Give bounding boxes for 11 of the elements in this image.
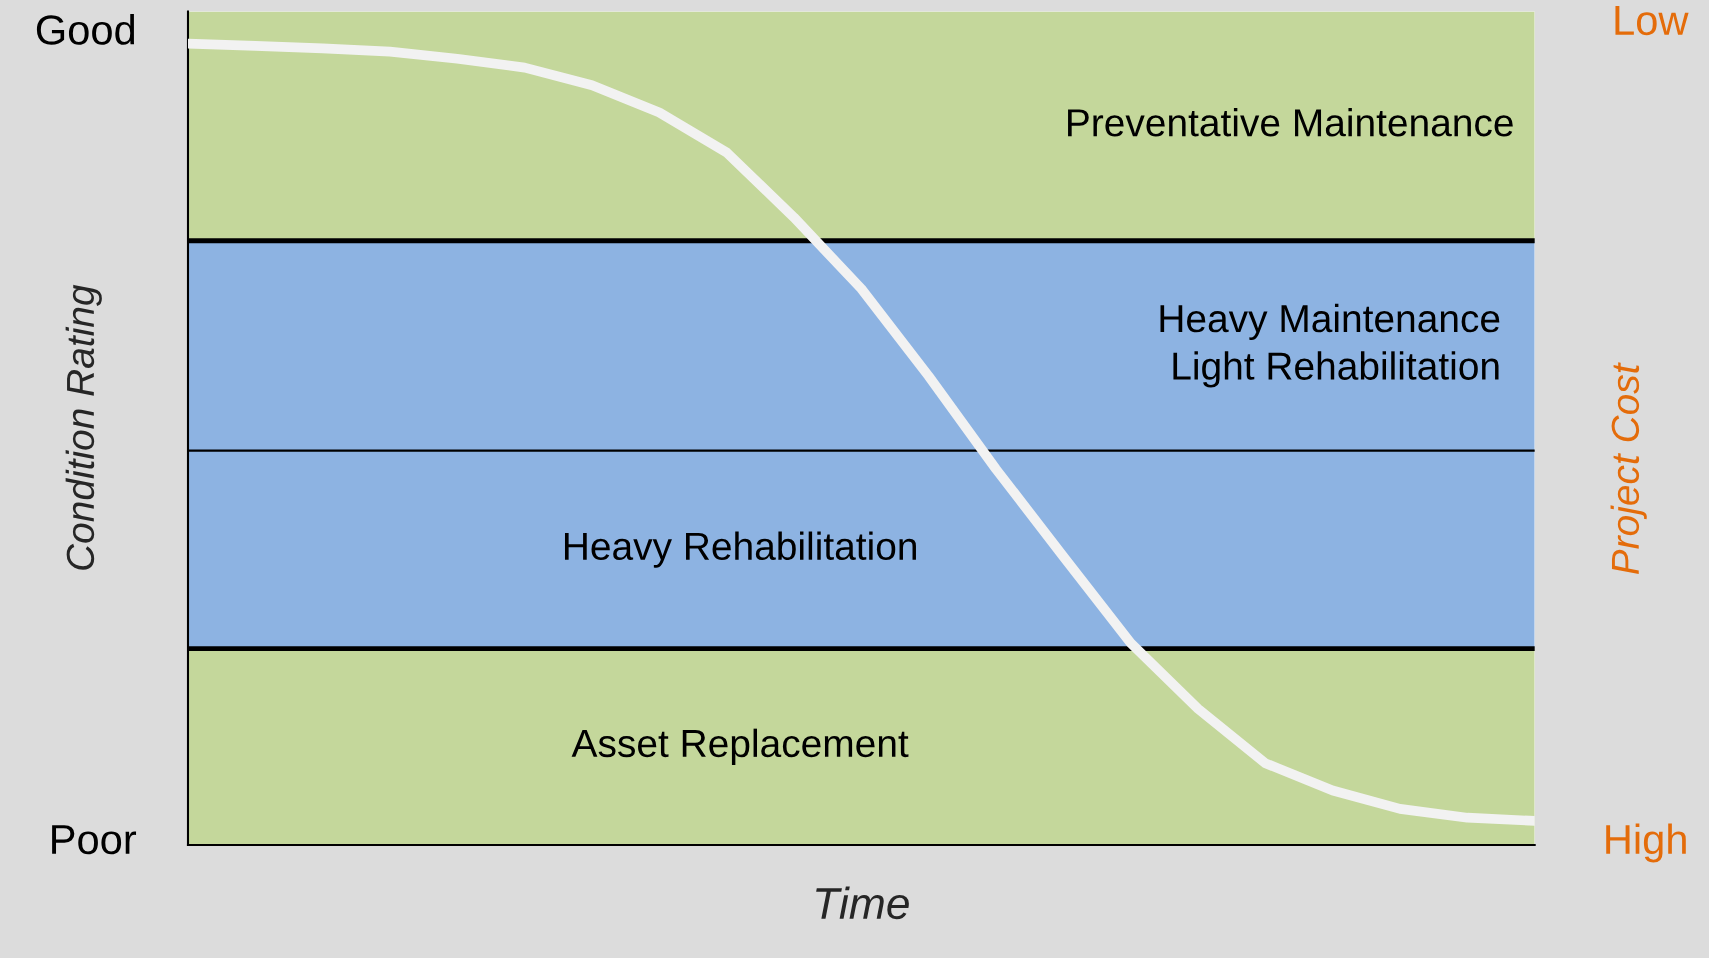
text: Poor <box>52 825 137 855</box>
x-axis-title: Time <box>816 886 909 920</box>
text: Good <box>36 14 135 45</box>
band-label: Heavy Rehabilitation <box>564 531 916 568</box>
text: High <box>1606 823 1686 863</box>
band-label: Preventative Maintenance <box>1068 107 1513 137</box>
y-axis-title: Condition Rating <box>65 284 102 570</box>
text: Low <box>1615 6 1689 36</box>
band-label: Asset Replacement <box>571 728 909 765</box>
band-label: Heavy Maintenance Light Rehabilitation <box>1160 303 1500 388</box>
y2-axis-title: Project Cost <box>1610 362 1647 575</box>
